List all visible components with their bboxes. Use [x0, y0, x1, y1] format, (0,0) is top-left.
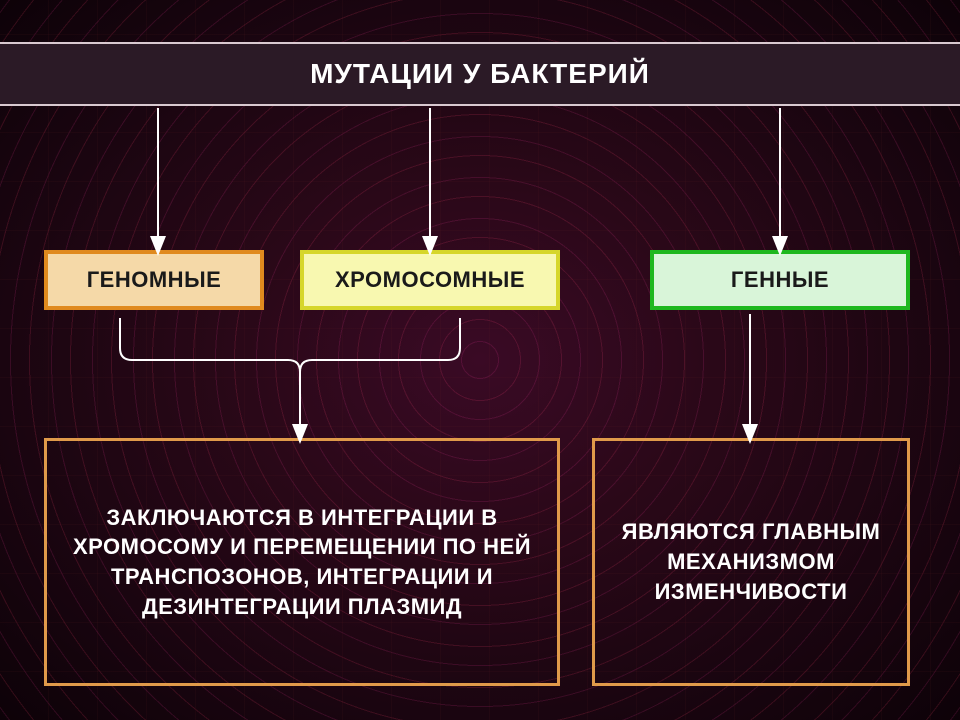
- description-right-text: ЯВЛЯЮТСЯ ГЛАВНЫМ МЕХАНИЗМОМ ИЗМЕНЧИВОСТИ: [615, 517, 887, 606]
- description-right: ЯВЛЯЮТСЯ ГЛАВНЫМ МЕХАНИЗМОМ ИЗМЕНЧИВОСТИ: [592, 438, 910, 686]
- category-chromosomal: ХРОМОСОМНЫЕ: [300, 250, 560, 310]
- title-text: МУТАЦИИ У БАКТЕРИЙ: [310, 58, 650, 90]
- category-gene-label: ГЕННЫЕ: [731, 267, 829, 293]
- description-left: ЗАКЛЮЧАЮТСЯ В ИНТЕГРАЦИИ В ХРОМОСОМУ И П…: [44, 438, 560, 686]
- category-genomic-label: ГЕНОМНЫЕ: [87, 267, 222, 293]
- category-chromosomal-label: ХРОМОСОМНЫЕ: [335, 267, 525, 293]
- description-left-text: ЗАКЛЮЧАЮТСЯ В ИНТЕГРАЦИИ В ХРОМОСОМУ И П…: [67, 503, 537, 622]
- title-bar: МУТАЦИИ У БАКТЕРИЙ: [0, 42, 960, 106]
- category-gene: ГЕННЫЕ: [650, 250, 910, 310]
- category-genomic: ГЕНОМНЫЕ: [44, 250, 264, 310]
